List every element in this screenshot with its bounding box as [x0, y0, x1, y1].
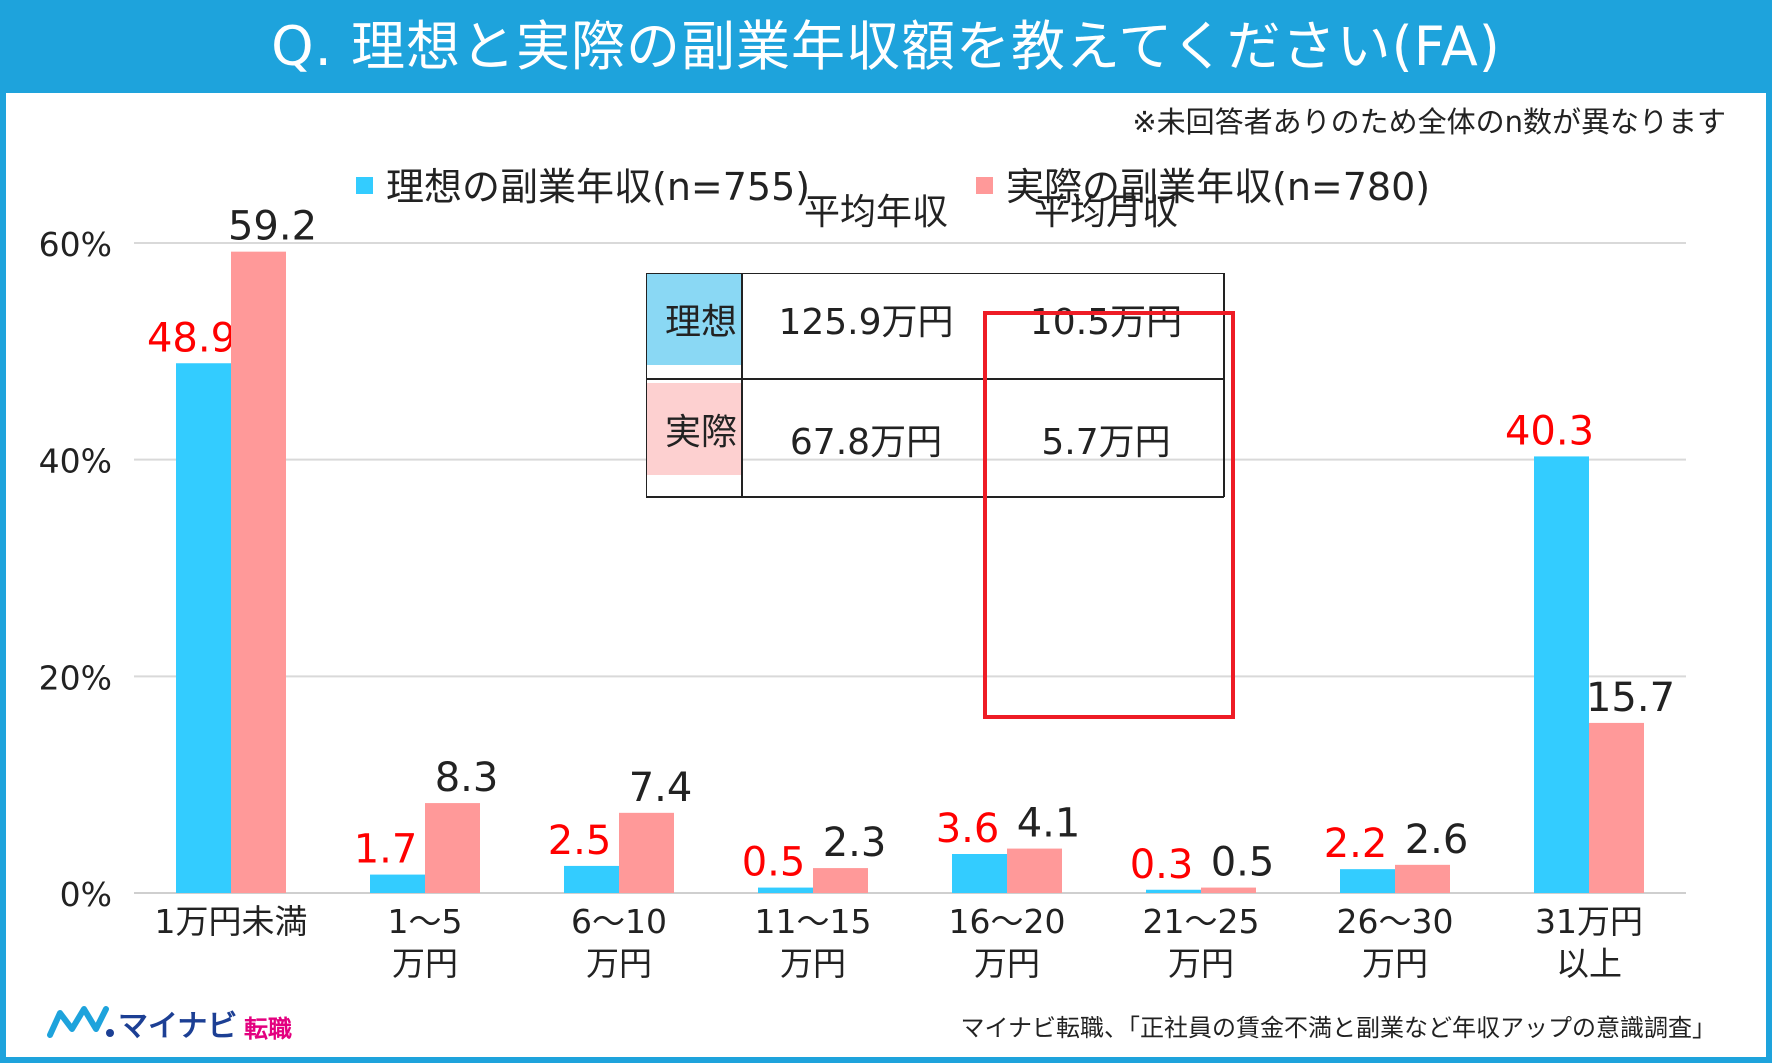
summary-header-monthly: 平均月収	[1033, 192, 1178, 233]
summary-actual-label-bg	[646, 383, 742, 475]
logo-text: マイナビ	[118, 1009, 238, 1044]
y-tick-label: 40%	[39, 442, 112, 481]
legend-swatch-ideal	[356, 177, 373, 194]
chart-title: Q. 理想と実際の副業年収額を教えてください(FA)	[271, 15, 1501, 78]
data-label-actual: 0.5	[1211, 840, 1275, 886]
data-label-actual: 7.4	[629, 765, 693, 811]
data-label-ideal: 0.5	[742, 840, 806, 886]
x-tick-label: 万円	[392, 944, 458, 983]
x-tick-label: 万円	[780, 944, 846, 983]
data-label-actual: 2.6	[1405, 817, 1469, 863]
x-tick-label: 31万円	[1535, 902, 1643, 941]
summary-actual-monthly: 5.7万円	[1041, 422, 1171, 463]
summary-ideal-monthly: 10.5万円	[1029, 302, 1183, 343]
source-caption: マイナビ転職、「正社員の賃金不満と副業など年収アップの意識調査」	[960, 1014, 1716, 1042]
x-tick-label: 6〜10	[571, 902, 667, 941]
summary-header-annual: 平均年収	[803, 192, 948, 233]
bar-ideal	[952, 854, 1007, 893]
summary-grid	[646, 273, 1225, 498]
data-label-ideal: 3.6	[936, 806, 1000, 852]
data-label-actual: 59.2	[228, 204, 317, 250]
x-tick-label: 16〜20	[949, 902, 1066, 941]
x-tick-label: 万円	[1362, 944, 1428, 983]
sample-note: ※未回答者ありのため全体のn数が異なります	[1132, 105, 1726, 139]
monthly-highlight-box	[983, 311, 1235, 719]
x-tick-label: 万円	[974, 944, 1040, 983]
x-tick-label: 1〜5	[388, 902, 463, 941]
y-tick-label: 60%	[39, 225, 112, 264]
data-label-actual: 4.1	[1017, 801, 1081, 847]
data-label-ideal: 1.7	[354, 827, 418, 873]
data-label-ideal: 0.3	[1130, 842, 1194, 888]
data-label-actual: 8.3	[435, 755, 499, 801]
x-tick-label: 万円	[586, 944, 652, 983]
bar-actual	[1589, 722, 1644, 893]
legend-label-actual: 実際の副業年収(n=780)	[1006, 165, 1431, 209]
summary-row-label-ideal: 理想	[664, 302, 737, 343]
bar-chart: 0%20%40%60%48.959.21万円未満1.78.31〜5万円2.57.…	[39, 204, 1686, 983]
x-tick-label: 以上	[1556, 944, 1622, 983]
logo-subtext: 転職	[244, 1015, 292, 1043]
mynavi-logo-mark	[47, 1006, 114, 1038]
x-tick-label: 万円	[1168, 944, 1234, 983]
bar-actual	[813, 868, 868, 893]
bar-ideal	[1146, 889, 1201, 893]
data-label-ideal: 2.2	[1324, 821, 1388, 867]
x-tick-label: 26〜30	[1337, 902, 1454, 941]
legend-swatch-actual	[976, 177, 993, 194]
bar-ideal	[564, 865, 619, 893]
summary-ideal-label-bg	[646, 273, 742, 365]
bar-actual	[1395, 864, 1450, 893]
bar-actual	[1007, 848, 1062, 893]
legend-label-ideal: 理想の副業年収(n=755)	[386, 165, 811, 209]
bar-ideal	[370, 874, 425, 893]
data-label-actual: 2.3	[823, 820, 887, 866]
bar-ideal	[758, 887, 813, 893]
bar-ideal	[1340, 869, 1395, 893]
summary-row-label-actual: 実際	[664, 412, 737, 453]
bar-actual	[619, 812, 674, 893]
data-label-ideal: 2.5	[548, 818, 612, 864]
data-label-ideal: 48.9	[147, 315, 236, 361]
x-tick-label: 1万円未満	[155, 902, 308, 941]
bar-actual	[425, 803, 480, 893]
y-tick-label: 20%	[39, 658, 112, 697]
data-label-ideal: 40.3	[1505, 408, 1594, 454]
bar-ideal	[176, 363, 231, 893]
summary-actual-annual: 67.8万円	[789, 422, 943, 463]
y-tick-label: 0%	[60, 875, 112, 914]
bar-actual	[1201, 887, 1256, 893]
chart-panel: ※未回答者ありのため全体のn数が異なります 理想の副業年収(n=755) 実際の…	[6, 93, 1766, 1057]
data-label-actual: 15.7	[1586, 675, 1675, 721]
x-tick-label: 21〜25	[1143, 902, 1260, 941]
monthly-highlight-rect	[983, 311, 1235, 719]
summary-ideal-annual: 125.9万円	[778, 302, 954, 343]
bar-ideal	[1534, 456, 1589, 893]
x-tick-label: 11〜15	[755, 902, 872, 941]
bar-actual	[231, 251, 286, 893]
